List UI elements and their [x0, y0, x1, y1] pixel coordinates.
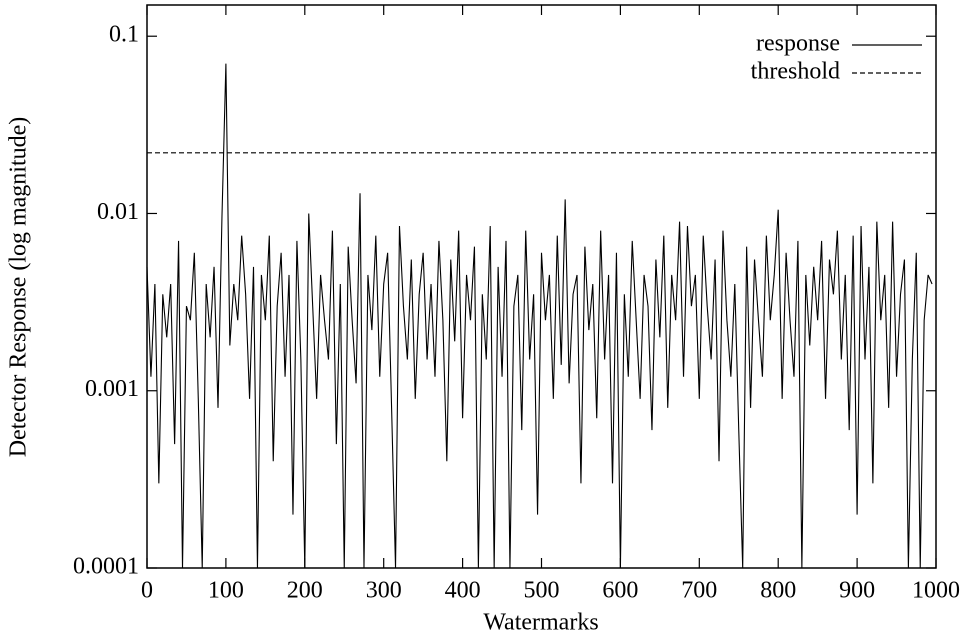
x-tick-label: 500: [524, 578, 560, 604]
x-tick-label: 600: [602, 578, 638, 604]
x-axis-label: Watermarks: [483, 610, 598, 636]
y-tick-label: 0.01: [97, 199, 139, 225]
x-tick-label: 300: [366, 578, 402, 604]
x-tick-label: 400: [445, 578, 481, 604]
x-tick-label: 800: [760, 578, 796, 604]
legend-label: response: [756, 31, 840, 57]
legend-label: threshold: [751, 59, 840, 85]
x-tick-label: 900: [839, 578, 875, 604]
x-tick-label: 100: [208, 578, 244, 604]
x-tick-label: 1000: [912, 578, 960, 604]
y-tick-label: 0.001: [85, 376, 139, 402]
y-axis-label: Detector Response (log magnitude): [6, 117, 32, 458]
x-tick-label: 0: [141, 578, 153, 604]
y-tick-label: 0.1: [109, 22, 139, 48]
x-tick-label: 700: [681, 578, 717, 604]
x-tick-label: 200: [287, 578, 323, 604]
series-line: [146, 63, 933, 569]
y-tick-label: 0.0001: [73, 554, 139, 580]
